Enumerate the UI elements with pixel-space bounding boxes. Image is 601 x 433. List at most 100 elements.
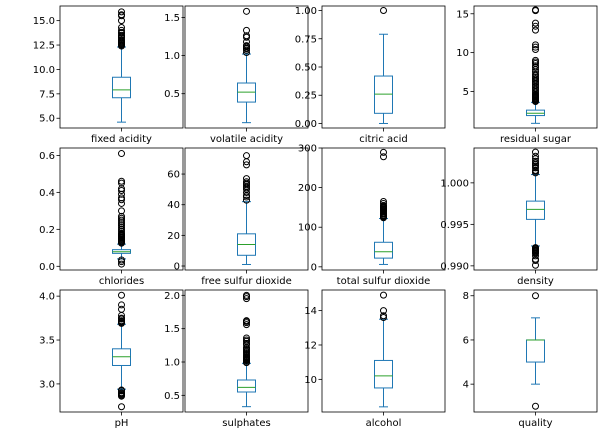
axes-frame [473,289,598,413]
outlier-point [118,23,125,31]
outlier-point [118,177,125,185]
outlier-point [243,152,250,160]
outlier-point [118,187,125,195]
y-tick-label: 12.5 [33,41,55,52]
iqr-box [526,339,545,363]
x-tick-label: alcohol [366,418,402,429]
y-tick-label: 1.5 [164,13,180,24]
x-tick-label: sulphates [222,418,270,429]
y-tick-label: 200 [298,183,317,194]
panel-residual-sugar: 5 10 15 residual sugar [456,5,598,145]
outlier-point [243,291,250,299]
outlier-point [532,292,539,300]
outlier-point [118,207,125,215]
outlier-point [118,31,125,39]
panel-total-sulfur-dioxide: 0 100 200 300 total sulfur dioxide [298,144,446,287]
outlier-point [532,56,539,64]
outlier-point [380,197,387,205]
y-tick-label: 4 [463,380,469,391]
outlier-point [380,148,387,156]
y-tick-label: 0.75 [295,34,317,45]
y-tick-label: 10 [304,375,317,386]
x-tick-label: chlorides [99,276,144,287]
outlier-point [118,291,125,299]
outlier-point [532,41,539,49]
outlier-point [118,260,125,268]
panel-sulphates: 0.5 1.0 1.5 2.0 sulphates [164,289,309,429]
outlier-point [243,339,250,347]
outlier-point [380,201,387,209]
outlier-point [243,178,250,186]
y-tick-label: 0.6 [39,151,55,162]
y-tick-label: 0 [311,262,317,273]
outlier-point [118,194,125,202]
outlier-point [532,43,539,51]
x-tick-label: residual sugar [500,134,572,145]
outlier-point [380,199,387,207]
y-tick-label: 0.5 [164,89,180,100]
y-tick-label: 6 [463,335,469,346]
y-tick-label: 60 [167,170,180,181]
y-tick-label: 12 [304,340,317,351]
outlier-point [380,291,387,299]
outlier-point [532,152,539,160]
y-tick-label: 2.0 [164,291,180,302]
y-tick-label: 0.990 [440,261,469,272]
y-tick-label: 20 [167,231,180,242]
y-tick-label: 40 [167,200,180,211]
outlier-point [118,8,125,16]
y-tick-label: 5 [463,87,469,98]
outlier-point [380,7,387,15]
panel-alcohol: 10 12 14 alcohol [304,289,446,429]
y-tick-label: 0.995 [440,220,469,231]
panel-chlorides: 0.0 0.2 0.4 0.6 chlorides [39,147,184,287]
outlier-point [243,161,250,169]
outlier-point [380,307,387,315]
y-tick-label: 3.0 [39,379,55,390]
outlier-point [532,402,539,410]
x-tick-label: fixed acidity [91,134,152,145]
x-tick-label: citric acid [359,134,408,145]
outlier-point [532,62,539,70]
outlier-point [532,148,539,156]
outlier-point [243,175,250,183]
y-tick-label: 15.0 [33,16,55,27]
y-tick-label: 4.0 [39,292,55,303]
y-tick-label: 0.5 [164,391,180,402]
outlier-point [532,6,539,14]
y-tick-label: 1.0 [164,51,180,62]
panel-ph: 3.0 3.5 4.0 pH [39,289,184,429]
outlier-point [532,22,539,30]
iqr-box [374,75,393,114]
y-tick-label: 3.5 [39,336,55,347]
x-tick-label: density [517,276,554,287]
y-tick-label: 0.2 [39,225,55,236]
y-tick-label: 1.5 [164,324,180,335]
x-tick-label: pH [115,418,129,429]
y-tick-label: 0 [174,262,180,273]
x-tick-label: total sulfur dioxide [337,276,431,287]
x-tick-label: quality [518,418,552,429]
outlier-point [118,403,125,411]
outlier-point [243,321,250,329]
y-tick-label: 0.00 [295,119,317,130]
iqr-box [237,379,256,393]
y-tick-label: 300 [298,144,317,155]
outlier-point [118,386,125,394]
y-tick-label: 5.0 [39,114,55,125]
panel-fixed-acidity: 5.0 7.5 10.0 12.5 15.0 fixed acidity [33,5,184,145]
outlier-point [118,314,125,322]
outlier-point [243,42,250,50]
outlier-point [118,36,125,44]
outlier-point [118,179,125,187]
iqr-box [374,359,393,389]
outlier-point [243,26,250,34]
y-tick-label: 8 [463,291,469,302]
y-tick-label: 1.0 [164,358,180,369]
outlier-point [532,155,539,163]
y-tick-label: 0.25 [295,91,317,102]
outlier-point [532,244,539,252]
panel-density: 0.990 0.995 1.000 density [440,147,598,287]
y-tick-label: 10 [456,48,469,59]
